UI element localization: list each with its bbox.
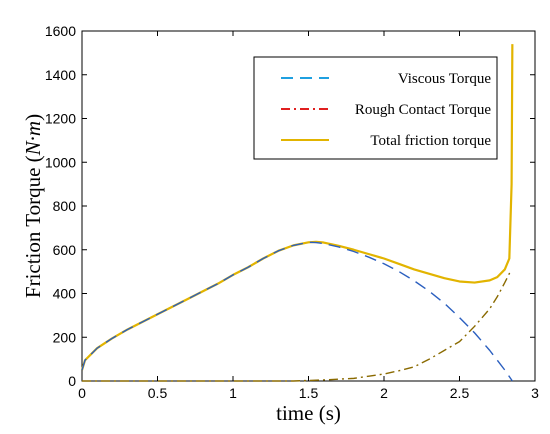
y-tick-label: 1200	[45, 111, 76, 127]
y-tick-label: 1000	[45, 154, 76, 170]
y-tick-label: 0	[68, 373, 76, 389]
series-line-viscous-torque	[81, 241, 513, 382]
series-line-rough-contact-torque	[82, 270, 512, 382]
x-tick-label: 1	[229, 385, 237, 401]
x-tick-label: 1.5	[299, 385, 319, 401]
legend-label: Total friction torque	[370, 133, 491, 149]
x-tick-label: 2.5	[450, 385, 470, 401]
y-axis-label: Friction Torque (N·m)	[21, 114, 45, 298]
y-axis-label-text: Friction Torque	[21, 168, 45, 299]
legend: Viscous Torque Rough Contact Torque Total …	[253, 56, 498, 160]
x-tick-label: 0	[78, 385, 86, 401]
series-layer	[80, 44, 514, 382]
y-tick-label: 600	[53, 242, 77, 258]
x-axis-label: time (s)	[276, 401, 341, 425]
y-axis-label-paren-close: )	[21, 114, 45, 121]
y-tick-label: 1600	[45, 23, 76, 39]
x-tick-label: 0.5	[148, 385, 168, 401]
y-tick-label: 400	[53, 286, 77, 302]
x-tick-label: 2	[380, 385, 388, 401]
x-tick-label: 3	[531, 385, 539, 401]
y-tick-label: 1400	[45, 67, 76, 83]
legend-label: Rough Contact Torque	[355, 102, 491, 118]
y-axis-label-unit: N·m	[21, 121, 45, 156]
legend-label: Viscous Torque	[398, 71, 492, 87]
y-tick-label: 800	[53, 198, 77, 214]
y-tick-label: 200	[53, 329, 77, 345]
y-axis-label-paren-open: (	[21, 155, 45, 162]
axis-ticks: 0 0.5 1 1.5 2 2.5 3 0 200 400 600 800 1000 1200 1400 16…	[45, 23, 539, 401]
